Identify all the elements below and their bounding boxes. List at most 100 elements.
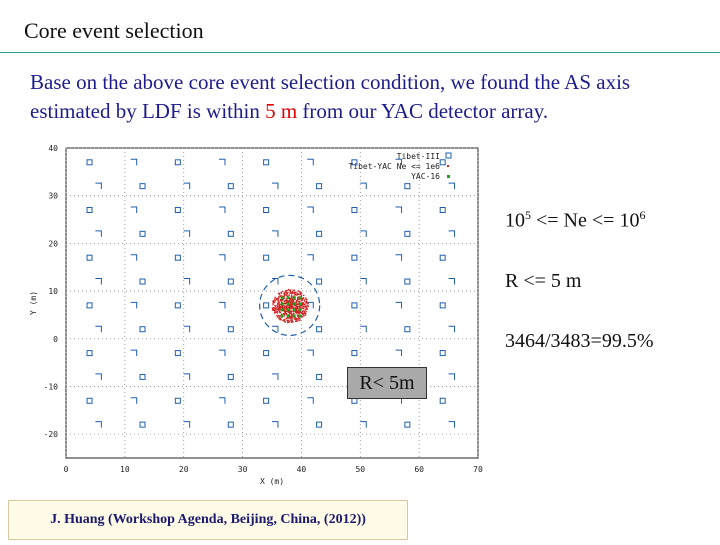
core-point xyxy=(274,311,276,313)
core-point xyxy=(279,307,282,309)
core-point xyxy=(278,295,280,298)
core-point xyxy=(282,319,284,322)
core-point xyxy=(300,294,303,296)
core-point xyxy=(291,303,294,305)
core-point xyxy=(288,311,291,313)
detector-square xyxy=(316,373,323,380)
detector-square xyxy=(86,207,93,213)
core-point xyxy=(272,306,274,309)
core-point xyxy=(285,311,287,313)
core-point xyxy=(286,289,288,292)
core-point xyxy=(287,301,289,303)
detector-bracket xyxy=(271,421,279,428)
core-point xyxy=(273,310,276,312)
detector-square xyxy=(439,254,446,261)
core-point xyxy=(281,299,284,301)
detector-bracket xyxy=(395,206,403,213)
core-point xyxy=(286,299,288,302)
core-point xyxy=(300,299,302,301)
core-point xyxy=(297,311,299,313)
core-point xyxy=(279,304,281,306)
detector-square xyxy=(316,278,323,285)
title-divider xyxy=(0,52,720,53)
core-point xyxy=(283,310,286,312)
core-point xyxy=(289,319,292,321)
core-point xyxy=(288,321,290,323)
core-point xyxy=(277,315,280,317)
core-point xyxy=(295,300,297,302)
y-tick-label: 30 xyxy=(48,192,58,201)
core-point xyxy=(298,319,300,322)
radius-cut-note: R <= 5 m xyxy=(505,270,582,292)
detector-bracket xyxy=(218,349,226,357)
detector-square xyxy=(263,207,270,213)
core-point xyxy=(289,300,291,303)
core-point xyxy=(297,310,299,312)
core-point xyxy=(296,305,298,307)
lead-part-1: Base on the above core event selection c… xyxy=(30,70,631,123)
core-point xyxy=(275,309,277,311)
detector-bracket xyxy=(395,349,403,357)
core-point xyxy=(277,302,279,304)
core-point xyxy=(294,317,297,319)
detector-square xyxy=(439,159,446,166)
core-point xyxy=(283,295,285,298)
core-point xyxy=(291,315,293,317)
core-point xyxy=(275,311,277,313)
detector-bracket xyxy=(360,421,367,428)
core-point xyxy=(281,290,284,293)
core-point xyxy=(279,298,282,301)
detector-square xyxy=(227,373,234,380)
core-point xyxy=(292,321,294,323)
core-point xyxy=(278,292,281,295)
detector-bracket xyxy=(395,254,403,261)
core-point xyxy=(294,318,296,320)
core-point xyxy=(297,305,299,308)
detector-square xyxy=(139,183,146,190)
core-point xyxy=(289,297,291,300)
core-point xyxy=(297,303,299,306)
detector-bracket xyxy=(271,325,279,333)
detector-square xyxy=(439,207,446,213)
core-point xyxy=(289,316,292,318)
core-point xyxy=(295,307,297,310)
detector-bracket xyxy=(130,254,138,261)
core-point xyxy=(296,307,298,309)
core-point xyxy=(281,306,283,309)
core-point xyxy=(292,313,295,315)
core-point xyxy=(291,300,293,303)
core-point xyxy=(273,301,275,304)
core-point xyxy=(289,290,292,293)
core-point xyxy=(284,312,287,315)
detector-square xyxy=(139,278,146,285)
core-point xyxy=(303,314,305,317)
yac-detector xyxy=(280,314,284,318)
detector-square xyxy=(351,397,358,404)
yac-detector xyxy=(286,296,290,300)
core-point xyxy=(293,317,295,319)
core-point xyxy=(297,298,300,301)
legend-entry: Tibet-YAC Ne <= 1e6 xyxy=(348,162,440,171)
core-point xyxy=(288,301,291,303)
core-point xyxy=(287,311,289,313)
detector-square xyxy=(174,207,181,213)
core-point xyxy=(303,303,305,305)
core-point xyxy=(302,310,305,312)
core-point xyxy=(288,305,290,307)
detector-bracket xyxy=(95,278,102,285)
core-point xyxy=(299,318,301,320)
core-point xyxy=(290,317,292,319)
core-point xyxy=(298,293,300,296)
core-point xyxy=(272,304,274,306)
core-point xyxy=(305,297,307,299)
lead-part-2: from our YAC detector array. xyxy=(297,99,549,123)
core-point xyxy=(284,294,286,297)
core-point xyxy=(283,309,285,311)
core-point xyxy=(291,302,293,304)
core-point xyxy=(295,318,298,320)
core-point xyxy=(296,320,298,322)
radius-circle xyxy=(259,274,321,337)
core-point xyxy=(278,318,280,320)
core-point xyxy=(296,306,299,309)
core-point xyxy=(276,312,278,314)
